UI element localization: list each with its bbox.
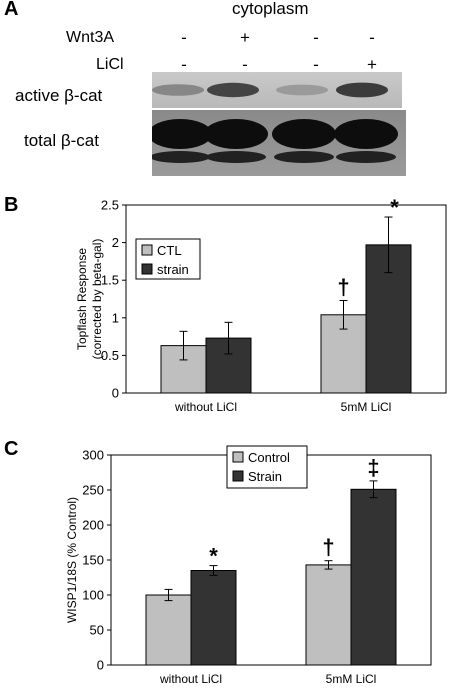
legend-swatch [141,244,153,256]
legend-swatch [232,470,244,482]
band-active-lane-1 [152,84,204,96]
legend-label: Strain [248,469,282,484]
y-tick-label: 300 [82,448,104,463]
y-axis-label: WISP1/18S (% Control) [65,497,79,623]
legend-swatch [232,451,244,463]
sign-licl-lane3: - [313,55,319,74]
y-tick-label: 1.5 [101,273,119,288]
y-tick-label: 2 [112,235,119,250]
blot-label-total: total β-cat [24,131,99,150]
band-total-lower-lane-4 [336,151,396,163]
y-tick-label: 150 [82,553,104,568]
significance-mark: † [337,275,349,300]
plot-area [125,204,447,394]
significance-mark: ‡ [367,455,379,480]
bar-strain-1 [190,570,237,666]
condition-name-wnt3a: Wnt3A [66,29,115,46]
y-tick-label: 0.5 [101,348,119,363]
significance-mark: † [322,535,334,560]
legend: CTL strain [135,238,201,280]
chart-c: 0 50 100 150 200 250 300 without LiCl 5mM LiCl * †… [65,445,432,686]
y-tick-label: 2.5 [101,198,119,213]
sign-wnt3a-lane3: - [313,28,319,47]
legend-swatch [141,263,153,275]
sign-licl-lane1: - [181,55,187,74]
legend-label: CTL [157,243,182,258]
chart-b: 0 0.5 1 1.5 2 2.5 without LiCl 5mM LiCl † * Topfla… [75,195,447,414]
legend-label: strain [157,262,189,277]
panel-b-letter: B [4,194,19,216]
band-total-lower-lane-1 [152,151,210,163]
y-tick-label: 50 [90,623,104,638]
fraction-label: cytoplasm [232,0,309,18]
band-total-lane-1 [152,119,212,149]
significance-mark: * [390,195,399,220]
panel-c-letter: C [4,438,19,460]
bar-control-1 [145,594,192,666]
category-label: without LiCl [174,400,237,414]
sign-licl-lane4: + [367,55,377,74]
band-active-lane-2 [207,82,259,98]
y-tick-label: 0 [97,658,104,673]
band-total-lane-3 [272,119,336,149]
y-axis-label: Topflash Response(corrected by beta-gal) [75,239,104,360]
bar-control-2 [305,564,352,666]
band-total-lower-lane-3 [274,151,334,163]
band-total-lane-4 [334,119,398,149]
y-tick-label: 100 [82,588,104,603]
band-active-lane-3 [276,84,328,96]
category-label: 5mM LiCl [326,672,377,686]
legend-label: Control [248,450,290,465]
bar-strain-2 [350,488,397,666]
sign-licl-lane2: - [242,55,248,74]
category-label: without LiCl [159,672,222,686]
significance-mark: * [209,544,218,569]
sign-wnt3a-lane1: - [181,28,187,47]
sign-wnt3a-lane4: - [369,28,375,47]
western-blot-active [152,72,402,108]
category-label: 5mM LiCl [341,400,392,414]
y-tick-label: 200 [82,518,104,533]
blot-label-active: active β-cat [15,86,103,105]
y-tick-label: 0 [112,386,119,401]
band-active-lane-4 [336,82,388,98]
band-total-lane-2 [204,119,268,149]
condition-name-licl: LiCl [96,56,124,73]
panel-a-letter: A [4,0,19,20]
legend: Control Strain [226,445,308,489]
sign-wnt3a-lane2: + [240,28,250,47]
y-tick-label: 1 [112,310,119,325]
y-tick-label: 250 [82,483,104,498]
western-blot-total [152,110,406,176]
band-total-lower-lane-2 [206,151,266,163]
